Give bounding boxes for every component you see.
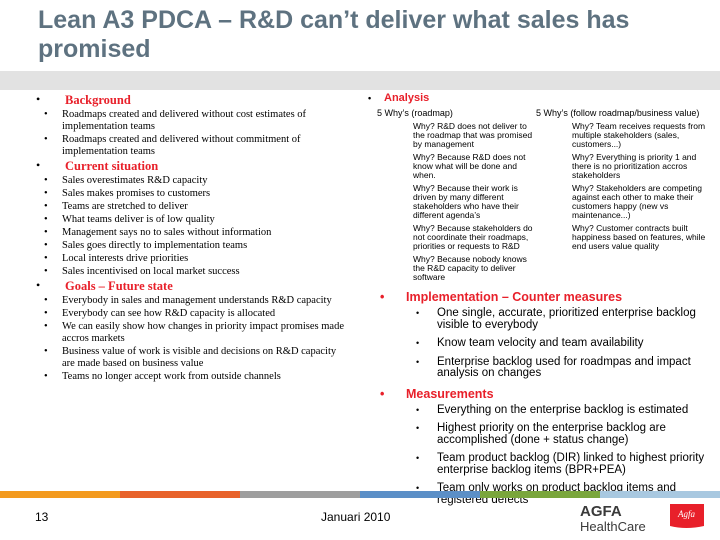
section-goals: Goals – Future state: [30, 279, 345, 294]
why-item: Why? Stakeholders are competing against …: [572, 183, 702, 220]
why-item: Why? R&D does not deliver to the roadmap…: [413, 121, 533, 149]
section-heading: Current situation: [65, 159, 159, 173]
analysis-heading: Analysis: [368, 93, 429, 104]
list-item: Sales goes directly to implementation te…: [30, 240, 345, 252]
why-item: Why? Customer contracts built happiness …: [572, 223, 706, 251]
slide-title: Lean A3 PDCA – R&D can’t deliver what sa…: [38, 6, 630, 63]
implementation-heading: Implementation – Counter measures: [378, 290, 718, 305]
goals-list: Everybody in sales and management unders…: [30, 295, 345, 383]
agfa-healthcare-logo: AGFA HealthCare Agfa: [580, 503, 704, 534]
list-item: Sales makes promises to customers: [30, 188, 345, 200]
section-current-situation: Current situation: [30, 159, 345, 174]
list-item: Highest priority on the enterprise backl…: [378, 422, 718, 446]
footer-date: Januari 2010: [321, 510, 391, 524]
current-situation-list: Sales overestimates R&D capacity Sales m…: [30, 175, 345, 278]
why-item: Why? Because stakeholders do not coordin…: [413, 223, 533, 251]
color-stripe-gray: [240, 491, 360, 498]
why-column-business-value: 5 Why’s (follow roadmap/business value) …: [536, 109, 714, 251]
list-item: What teams deliver is of low quality: [30, 214, 345, 226]
why-item: Why? Team receives requests from multipl…: [572, 121, 706, 149]
list-item: Know team velocity and team availability: [378, 337, 718, 350]
why-item: Why? Everything is priority 1 and there …: [572, 152, 697, 180]
list-item: Local interests drive priorities: [30, 253, 345, 265]
list-item: One single, accurate, prioritized enterp…: [378, 307, 718, 331]
list-item: Team only works on product backlog items…: [378, 482, 718, 506]
section-background: Background: [30, 93, 345, 108]
list-item: Everybody in sales and management unders…: [30, 295, 345, 307]
svg-text:Agfa: Agfa: [677, 509, 695, 519]
color-stripe-blue: [360, 491, 480, 498]
list-item: Sales incentivised on local market succe…: [30, 266, 345, 278]
color-stripe-lightblue: [600, 491, 720, 498]
list-item: We can easily show how changes in priori…: [30, 321, 345, 345]
implementation-measurements: Implementation – Counter measures One si…: [378, 290, 718, 513]
why-item: Why? Because their work is driven by man…: [413, 183, 519, 220]
left-column: Background Roadmaps created and delivere…: [30, 92, 345, 383]
list-item: Team product backlog (DIR) linked to hig…: [378, 452, 718, 476]
list-item: Teams are stretched to deliver: [30, 201, 345, 213]
why-column-heading: 5 Why’s (roadmap): [377, 108, 453, 118]
list-item: Management says no to sales without info…: [30, 227, 345, 239]
logo-sub: HealthCare: [580, 519, 646, 534]
why-column-roadmap: 5 Why’s (roadmap) Why? R&D does not deli…: [377, 109, 537, 282]
list-item: Business value of work is visible and de…: [30, 346, 345, 370]
list-item: Enterprise backlog used for roadmpas and…: [378, 356, 718, 380]
title-divider-bar: [0, 71, 720, 90]
measurements-heading: Measurements: [378, 387, 718, 402]
logo-brand: AGFA: [580, 503, 622, 520]
color-stripe-orange: [0, 491, 120, 498]
list-item: Teams no longer accept work from outside…: [30, 371, 345, 383]
list-item: Sales overestimates R&D capacity: [30, 175, 345, 187]
why-item: Why? Because R&D does not know what will…: [413, 152, 526, 180]
page-number: 13: [35, 510, 49, 524]
background-list: Roadmaps created and delivered without c…: [30, 109, 345, 158]
list-item: Everything on the enterprise backlog is …: [378, 404, 718, 417]
section-heading: Background: [65, 93, 131, 107]
list-item: Roadmaps created and delivered without c…: [30, 134, 345, 158]
why-column-heading: 5 Why’s (follow roadmap/business value): [536, 108, 700, 118]
color-stripe-red: [120, 491, 240, 498]
why-item: Why? Because nobody knows the R&D capaci…: [413, 254, 527, 282]
color-stripe-green: [480, 491, 600, 498]
section-heading: Goals – Future state: [65, 279, 173, 293]
list-item: Everybody can see how R&D capacity is al…: [30, 308, 345, 320]
agfa-emblem-icon: Agfa: [670, 504, 704, 528]
list-item: Roadmaps created and delivered without c…: [30, 109, 345, 133]
